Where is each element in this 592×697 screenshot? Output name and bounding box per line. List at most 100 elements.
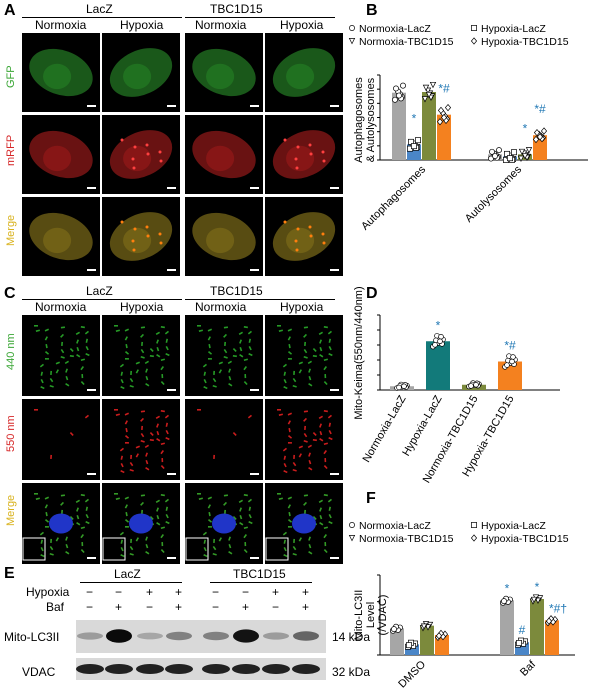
data-point <box>415 137 421 144</box>
data-point <box>437 338 443 344</box>
channel-gfp-label: GFP <box>5 65 17 88</box>
blot-band <box>77 632 103 640</box>
micrograph-tile <box>102 33 180 112</box>
cond-c-1: Hypoxia <box>120 300 164 314</box>
size-label-32: 32 kDa <box>332 665 371 679</box>
scale-bar <box>87 473 96 475</box>
treatment-sign: − <box>86 600 94 614</box>
significance-mark: # <box>519 623 526 637</box>
size-label-14: 14 kDa <box>332 630 371 644</box>
panel-label-a: A <box>4 2 16 19</box>
data-point <box>349 522 355 528</box>
x-tick-label: Autolysosomes <box>463 163 525 225</box>
treatment-sign: + <box>242 600 250 614</box>
scale-bar <box>167 269 176 271</box>
micrograph-tile <box>185 399 263 480</box>
panel-label-d: D <box>366 285 378 302</box>
row-label-hypoxia: Hypoxia <box>26 585 70 599</box>
y-axis-label: Autophagosomes <box>353 77 365 163</box>
micrograph-tile <box>185 33 263 112</box>
data-point <box>432 342 438 348</box>
channel-merge-label-a: Merge <box>5 214 17 246</box>
data-point <box>540 127 548 135</box>
scale-bar <box>167 389 176 391</box>
channel-merge-label-c: Merge <box>5 494 17 526</box>
significance-mark: *# <box>534 102 546 116</box>
data-point <box>471 25 477 31</box>
data-point <box>511 149 517 156</box>
cond-c-0: Normoxia <box>35 300 87 314</box>
chart-f: Normoxia-LacZ Hypoxia-LacZ Normoxia-TBC1D1… <box>348 520 575 690</box>
blot-band <box>262 664 290 674</box>
data-point <box>501 598 507 605</box>
micrograph-tile <box>102 483 180 564</box>
scale-bar <box>330 105 339 107</box>
y-axis-label: Mito-Keima(550nm/440nm) <box>353 286 365 419</box>
data-point <box>492 153 498 159</box>
blot-lc3 <box>76 620 326 653</box>
blot-band <box>136 664 164 674</box>
scale-bar <box>87 557 96 559</box>
data-point <box>532 135 540 144</box>
bar <box>422 92 436 160</box>
data-point <box>516 640 522 646</box>
blot-band <box>232 664 260 674</box>
cond-c-3: Hypoxia <box>280 300 324 314</box>
micrograph-tile <box>185 197 263 276</box>
blot-band <box>293 631 319 641</box>
chart-d: Mito-Keima(550nm/440nm)Normoxia-LacZ*Hyp… <box>353 286 560 485</box>
treatment-sign: + <box>302 585 310 599</box>
micrograph-tile <box>185 483 263 564</box>
micrograph-tile <box>102 315 180 396</box>
panel-label-f: F <box>366 490 376 507</box>
chart-b: Normoxia-LacZ Hypoxia-LacZ Normoxia-TBC1D1… <box>348 23 588 233</box>
y-axis-label: (/VDAC) <box>377 595 389 636</box>
blot-band <box>166 631 192 641</box>
scale-bar <box>167 187 176 189</box>
data-point <box>509 358 515 365</box>
micrograph-tile <box>22 115 100 194</box>
treatment-sign: + <box>146 585 154 599</box>
group-label-lacz-a: LacZ <box>86 2 113 16</box>
data-point <box>411 143 417 150</box>
bar <box>405 644 419 655</box>
bar <box>390 628 404 655</box>
treatment-sign: + <box>115 600 123 614</box>
blot-band <box>105 664 133 674</box>
data-point <box>422 84 430 92</box>
data-point <box>406 642 412 649</box>
treatment-sign: − <box>272 600 280 614</box>
cond-a-3: Hypoxia <box>280 18 324 32</box>
legend-label: Hypoxia-TBC1D15 <box>481 36 569 48</box>
legend-label: Hypoxia-LacZ <box>481 23 546 35</box>
data-point <box>348 38 356 45</box>
data-point <box>421 96 429 103</box>
data-point <box>401 383 407 389</box>
group-label-lacz-c: LacZ <box>86 284 113 298</box>
micrograph-tile <box>185 115 263 194</box>
blot-band <box>263 632 289 640</box>
data-point <box>438 333 444 340</box>
data-point <box>408 138 414 145</box>
data-point <box>533 129 541 137</box>
treatment-sign: + <box>302 600 310 614</box>
bar <box>530 599 544 655</box>
treatment-sign: + <box>272 585 280 599</box>
bar <box>545 620 559 655</box>
data-point <box>517 155 525 162</box>
row-label-baf: Baf <box>46 600 65 614</box>
scale-bar <box>250 105 259 107</box>
data-point <box>470 534 478 542</box>
scale-bar <box>87 105 96 107</box>
channel-mrfp-label: mRFP <box>5 134 17 166</box>
cond-a-0: Normoxia <box>35 18 87 32</box>
panel-label-b: B <box>366 2 378 19</box>
data-point <box>545 617 553 625</box>
micrograph-tile <box>22 33 100 112</box>
significance-mark: * <box>523 121 528 135</box>
micrograph-tile <box>265 399 343 480</box>
group-label-tbc-a: TBC1D15 <box>210 2 263 16</box>
significance-mark: *# <box>504 339 516 353</box>
micrograph-tile <box>265 33 343 112</box>
bar <box>500 600 514 655</box>
